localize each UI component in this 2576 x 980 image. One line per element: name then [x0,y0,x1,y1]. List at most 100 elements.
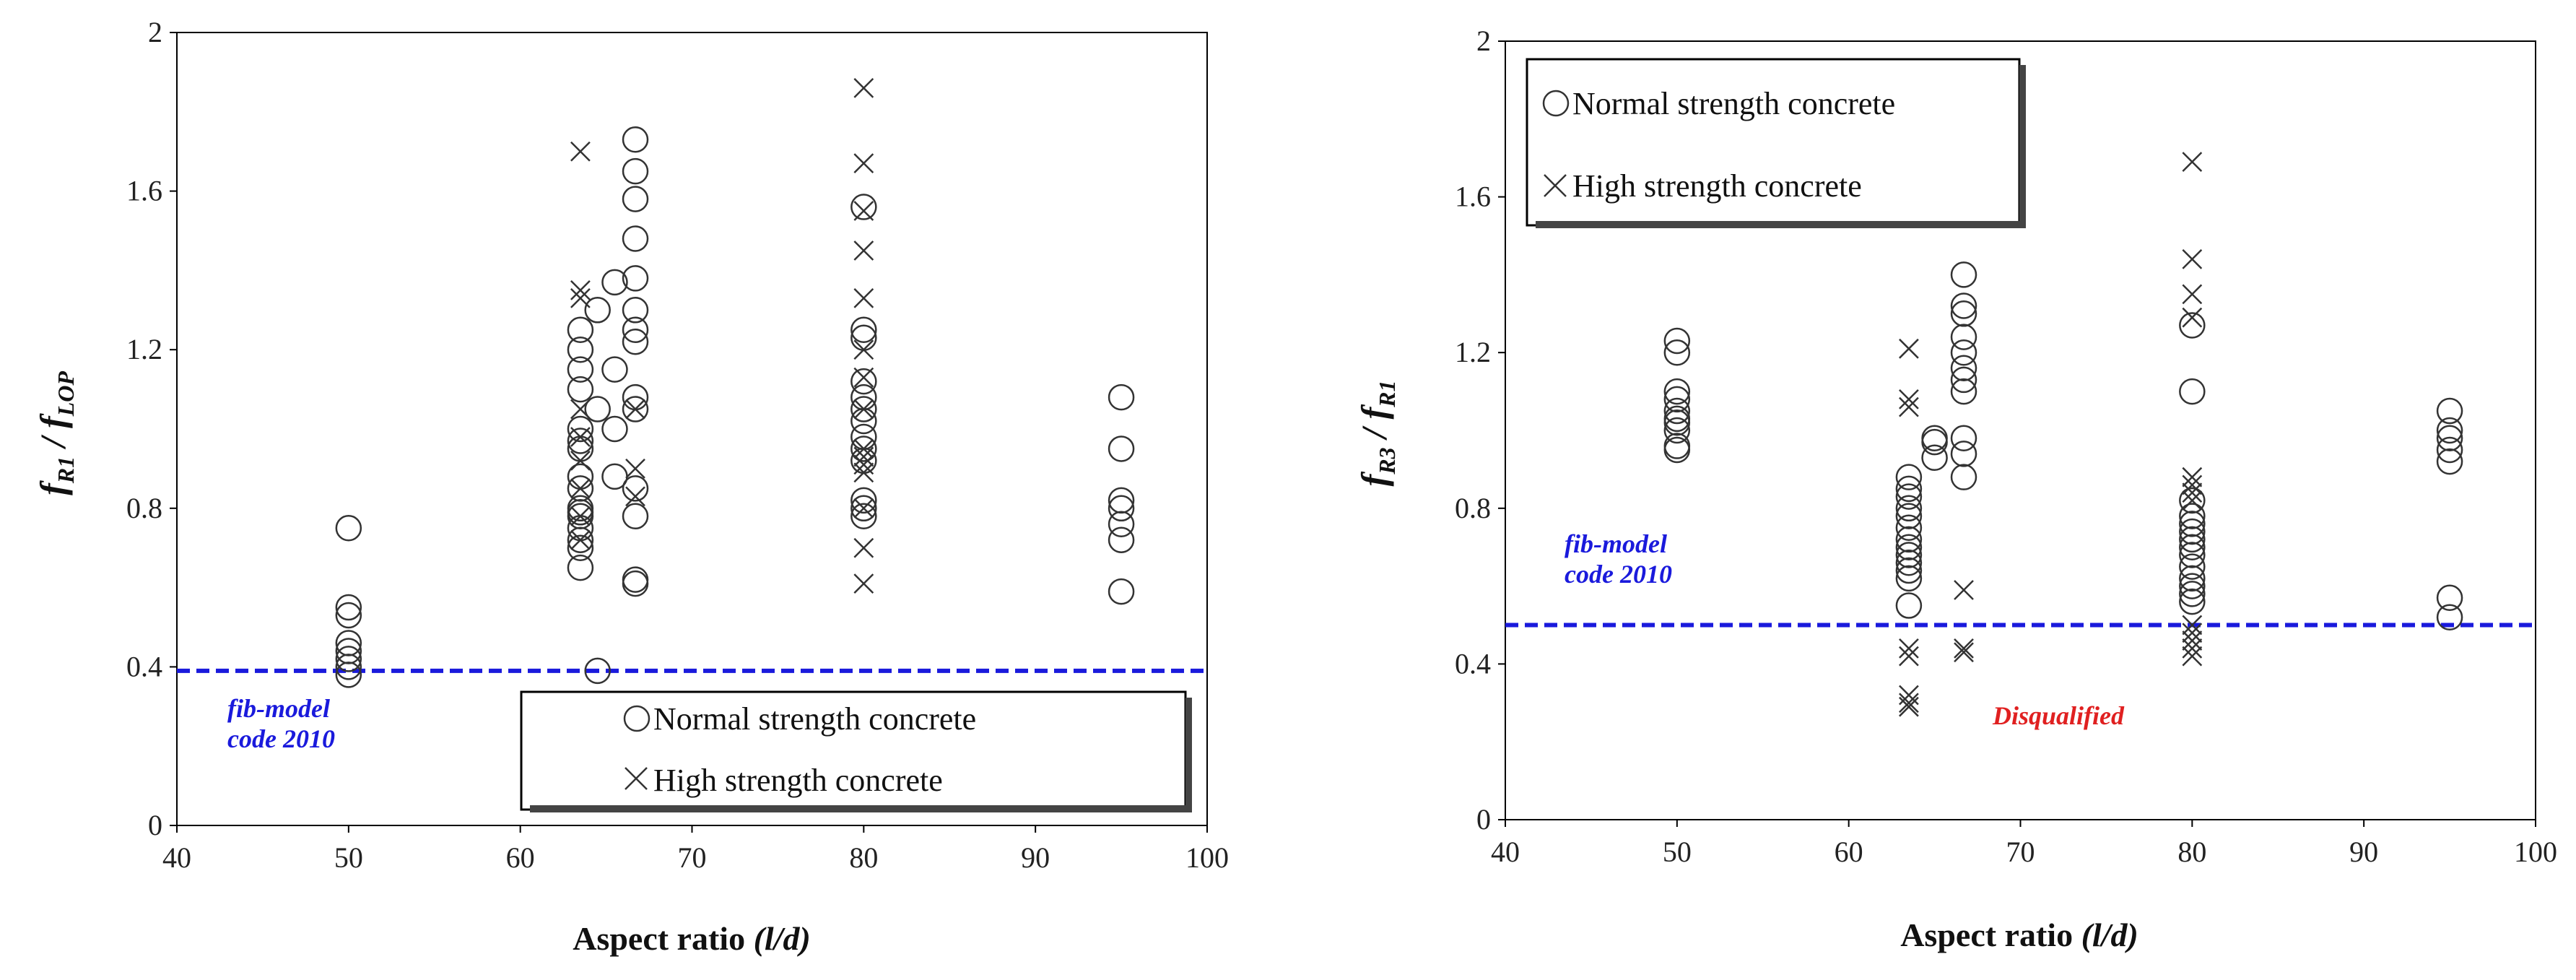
data-point-normal-strength [622,126,649,153]
data-point-high-strength [570,287,591,308]
data-point-normal-strength [1895,557,1923,584]
data-point-normal-strength [622,570,649,597]
data-point-normal-strength [601,356,628,383]
x-axis-right: 40 50 60 70 80 90 100 [1491,820,2557,868]
disqualified-annotation: Disqualified [1992,701,2125,730]
data-point-high-strength [2182,307,2203,328]
data-point-normal-strength [567,526,594,553]
data-point-normal-strength [2436,417,2463,444]
y-axis-title-right: fR3 / fR1 [1354,381,1400,487]
data-point-normal-strength [2436,448,2463,475]
y-tick-label: 0.4 [126,650,162,682]
data-point-normal-strength [1108,495,1135,522]
data-point-normal-strength [2179,588,2206,615]
data-point-normal-strength [1895,495,1923,522]
data-point-normal-strength [567,554,594,581]
data-point-normal-strength [2179,581,2206,607]
data-point-high-strength [1954,642,1974,663]
data-point-high-strength [570,279,591,300]
data-point-normal-strength [1895,514,1923,541]
data-point-high-strength [2182,467,2203,487]
y-tick-label: 0.4 [1455,647,1491,680]
data-point-normal-strength [1108,526,1135,553]
data-point-normal-strength [1108,435,1135,462]
data-point-normal-strength [1950,355,1977,382]
data-point-high-strength [853,498,874,519]
data-point-normal-strength [1895,592,1923,619]
x-tick-label: 50 [334,841,363,874]
data-point-normal-strength [335,646,362,672]
x-tick-label: 90 [2349,836,2378,868]
data-point-normal-strength [2179,503,2206,529]
data-point-normal-strength [1663,327,1691,355]
data-point-normal-strength [584,396,611,422]
data-point-normal-strength [1950,441,1977,467]
data-point-high-strength [1899,638,1919,659]
x-axis-left: 40 50 60 70 80 90 100 [162,825,1229,874]
data-point-normal-strength [622,396,649,422]
data-point-normal-strength [567,415,594,443]
x-tick-label: 100 [1185,841,1229,874]
data-point-normal-strength [1895,526,1923,553]
data-point-normal-strength [1950,261,1977,288]
data-point-high-strength [1899,693,1919,714]
y-axis-right: 0 0.4 0.8 1.2 1.6 2 [1455,25,1505,836]
data-point-normal-strength [567,428,594,454]
data-point-high-strength [2182,248,2203,269]
data-point-high-strength [2182,615,2203,636]
data-point-normal-strength [601,269,628,296]
legend-x-marker [625,767,648,790]
data-point-normal-strength [1663,417,1691,444]
x-tick-label: 60 [506,841,535,874]
data-point-high-strength [570,478,591,499]
data-point-normal-strength [1663,386,1691,413]
y-tick-label: 0 [1476,803,1491,836]
y-tick-label: 2 [1476,25,1491,57]
data-point-normal-strength [1895,534,1923,560]
data-point-normal-strength [335,594,362,621]
data-point-high-strength [625,459,645,479]
data-point-high-strength [1899,389,1919,409]
data-point-normal-strength [850,396,877,422]
data-point-normal-strength [1663,436,1691,464]
data-point-high-strength [853,454,874,475]
data-point-normal-strength [601,415,628,443]
data-points-left [335,77,1135,688]
data-point-normal-strength [1663,397,1691,425]
data-point-high-strength [625,486,645,507]
data-point-high-strength [1954,638,1974,659]
x-axis-title-left: Aspect ratio (l/d) [573,920,811,957]
data-point-normal-strength [622,157,649,185]
data-point-high-strength [853,367,874,388]
data-point-high-strength [570,451,591,471]
data-point-high-strength [1899,696,1919,717]
data-point-high-strength [853,537,874,558]
data-point-high-strength [1899,338,1919,359]
data-point-normal-strength [1950,378,1977,405]
data-point-high-strength [853,399,874,420]
legend-right: Normal strength concrete High strength c… [1526,58,2026,228]
data-point-high-strength [853,446,874,467]
x-tick-label: 40 [162,841,191,874]
x-tick-label: 80 [2177,836,2206,868]
data-point-normal-strength [567,336,594,363]
data-point-high-strength [570,427,591,447]
data-point-normal-strength [1950,339,1977,366]
data-point-high-strength [2182,482,2203,503]
legend-label-normal: Normal strength concrete [653,701,976,737]
data-point-normal-strength [622,265,649,292]
data-point-normal-strength [1950,292,1977,319]
data-point-high-strength [853,462,874,483]
data-point-normal-strength [584,297,611,324]
data-point-high-strength [853,438,874,459]
x-axis-title-right: Aspect ratio (l/d) [1900,916,2138,953]
data-point-normal-strength [2179,526,2206,553]
data-point-normal-strength [1950,366,1977,394]
data-point-high-strength [625,399,645,420]
data-point-normal-strength [2436,584,2463,612]
data-point-high-strength [2182,623,2203,643]
data-point-normal-strength [1921,444,1948,471]
data-point-normal-strength [622,503,649,530]
fib-model-annotation-left: fib-model code 2010 [227,694,335,753]
